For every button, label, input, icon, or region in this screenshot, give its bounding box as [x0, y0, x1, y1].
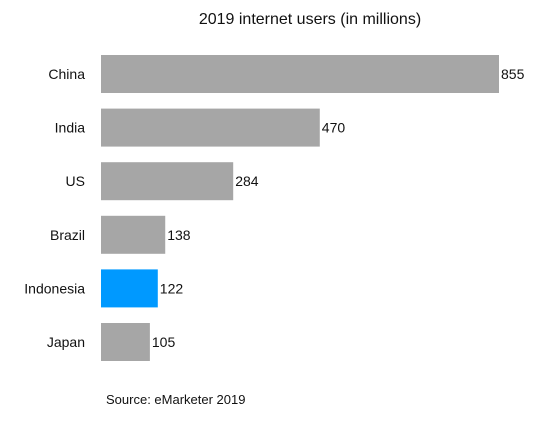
value-label-brazil: 138 — [167, 227, 191, 243]
value-label-china: 855 — [501, 66, 525, 82]
bar-china — [101, 55, 499, 93]
category-label-brazil: Brazil — [50, 227, 85, 243]
value-label-india: 470 — [322, 120, 346, 136]
bar-us — [101, 162, 234, 201]
chart-title: 2019 internet users (in millions) — [198, 11, 422, 28]
source-note: Source: eMarketer 2019 — [106, 392, 246, 407]
bar-brazil — [101, 215, 166, 254]
value-label-us: 284 — [235, 173, 259, 189]
category-label-india: India — [55, 120, 86, 136]
value-label-japan: 105 — [152, 334, 176, 350]
bar-india — [101, 108, 320, 147]
category-label-china: China — [48, 66, 85, 82]
bar-indonesia — [101, 269, 158, 308]
bar-japan — [101, 323, 150, 361]
category-label-japan: Japan — [47, 334, 85, 350]
category-label-indonesia: Indonesia — [24, 280, 85, 296]
value-label-indonesia: 122 — [160, 280, 184, 296]
category-label-us: US — [66, 173, 85, 189]
